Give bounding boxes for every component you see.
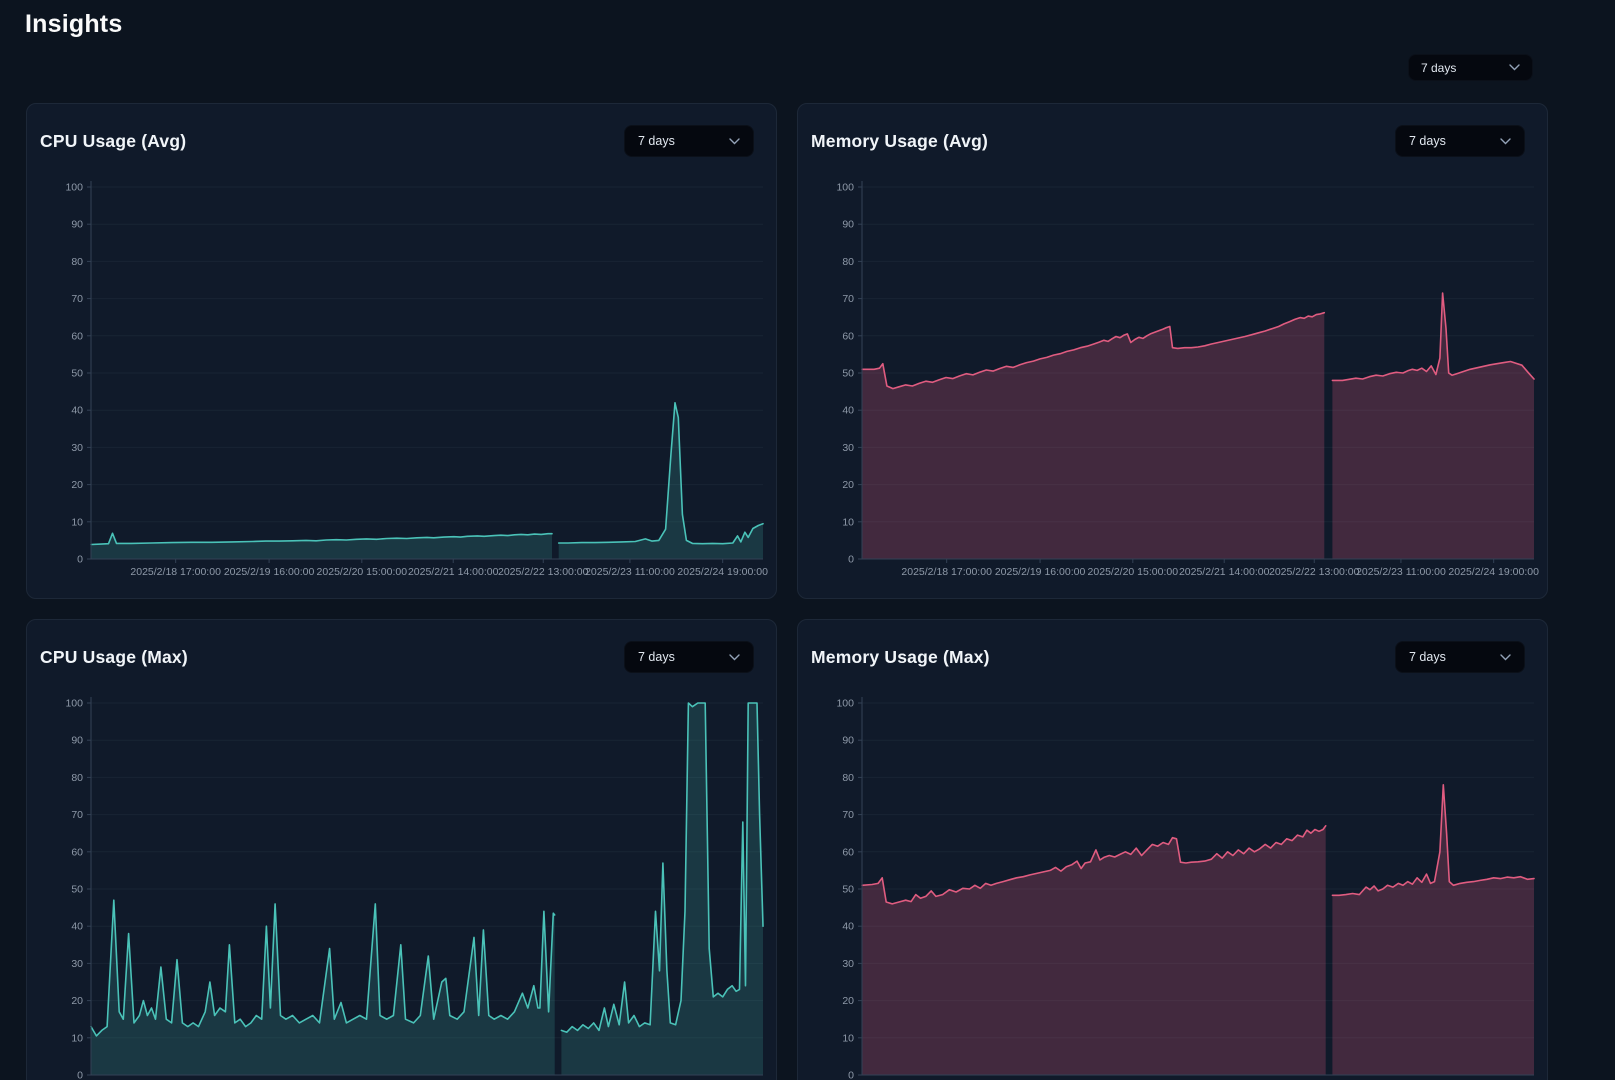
svg-text:70: 70	[842, 809, 854, 821]
svg-text:2025/2/19 16:00:00: 2025/2/19 16:00:00	[995, 566, 1086, 578]
memory-max-card: Memory Usage (Max) 7 days 0 10 20 30 40 50 60 7…	[797, 619, 1548, 1080]
memory-max-chart: 0 10 20 30 40 50 60 70 80 90 100	[836, 697, 1535, 1080]
cpu-avg-card: CPU Usage (Avg) 7 days 0 10 20 30 40 50 60 70 80…	[26, 103, 777, 599]
chart-area: 0 10 20 30 40 50 60 70 80 90 100	[798, 689, 1547, 1080]
svg-text:50: 50	[71, 884, 83, 896]
svg-text:20: 20	[71, 995, 83, 1007]
svg-text:80: 80	[842, 256, 854, 268]
svg-text:2025/2/21 14:00:00: 2025/2/21 14:00:00	[408, 566, 499, 578]
svg-text:60: 60	[71, 846, 83, 858]
svg-text:80: 80	[71, 256, 83, 268]
chart-range-value: 7 days	[1409, 134, 1446, 148]
svg-text:40: 40	[71, 405, 83, 417]
svg-text:20: 20	[71, 479, 83, 491]
chart-range-value: 7 days	[638, 650, 675, 664]
svg-text:2025/2/24 19:00:00: 2025/2/24 19:00:00	[677, 566, 768, 578]
svg-text:0: 0	[77, 554, 83, 566]
svg-text:20: 20	[842, 995, 854, 1007]
svg-text:100: 100	[65, 182, 83, 194]
svg-text:90: 90	[71, 735, 83, 747]
svg-text:30: 30	[842, 442, 854, 454]
toolbar: 7 days	[0, 54, 1615, 81]
cpu-max-card: CPU Usage (Max) 7 days 0 10 20 30 40 50 60 70 80…	[26, 619, 777, 1080]
svg-text:90: 90	[842, 219, 854, 231]
card-header: CPU Usage (Max) 7 days	[27, 620, 776, 673]
chart-range-select[interactable]: 7 days	[1395, 125, 1525, 157]
svg-text:70: 70	[71, 809, 83, 821]
svg-text:0: 0	[848, 1070, 854, 1080]
chart-range-value: 7 days	[1409, 650, 1446, 664]
svg-text:2025/2/20 15:00:00: 2025/2/20 15:00:00	[317, 566, 408, 578]
svg-text:10: 10	[842, 1032, 854, 1044]
svg-text:100: 100	[836, 698, 854, 710]
svg-text:50: 50	[842, 884, 854, 896]
cpu-avg-chart: 0 10 20 30 40 50 60 70 80 90 100 2025/2/18 17:00:00…	[65, 181, 768, 578]
svg-text:30: 30	[71, 958, 83, 970]
svg-text:40: 40	[842, 405, 854, 417]
chart-title: CPU Usage (Avg)	[40, 130, 187, 151]
svg-text:70: 70	[842, 293, 854, 305]
svg-text:90: 90	[842, 735, 854, 747]
svg-text:2025/2/22 13:00:00: 2025/2/22 13:00:00	[498, 566, 589, 578]
svg-text:40: 40	[842, 921, 854, 933]
chart-title: CPU Usage (Max)	[40, 646, 188, 667]
cpu-max-chart: 0 10 20 30 40 50 60 70 80 90 100	[65, 697, 764, 1080]
svg-text:2025/2/18 17:00:00: 2025/2/18 17:00:00	[130, 566, 221, 578]
svg-text:30: 30	[842, 958, 854, 970]
chart-range-select[interactable]: 7 days	[1395, 641, 1525, 673]
svg-text:20: 20	[842, 479, 854, 491]
svg-text:70: 70	[71, 293, 83, 305]
card-header: CPU Usage (Avg) 7 days	[27, 104, 776, 157]
chart-area: 0 10 20 30 40 50 60 70 80 90 100 2025/2/18 17:00:00…	[798, 173, 1547, 585]
svg-text:40: 40	[71, 921, 83, 933]
svg-text:50: 50	[842, 368, 854, 380]
svg-text:2025/2/20 15:00:00: 2025/2/20 15:00:00	[1088, 566, 1179, 578]
svg-text:60: 60	[842, 846, 854, 858]
svg-text:60: 60	[71, 330, 83, 342]
svg-text:2025/2/21 14:00:00: 2025/2/21 14:00:00	[1179, 566, 1270, 578]
svg-text:50: 50	[71, 368, 83, 380]
memory-avg-chart: 0 10 20 30 40 50 60 70 80 90 100 2025/2/18 17:00:00…	[836, 181, 1539, 578]
svg-text:2025/2/24 19:00:00: 2025/2/24 19:00:00	[1448, 566, 1539, 578]
svg-text:100: 100	[65, 698, 83, 710]
chevron-down-icon	[1500, 653, 1511, 661]
svg-text:90: 90	[71, 219, 83, 231]
chevron-down-icon	[729, 137, 740, 145]
svg-text:80: 80	[71, 772, 83, 784]
svg-text:30: 30	[71, 442, 83, 454]
card-header: Memory Usage (Max) 7 days	[798, 620, 1547, 673]
svg-text:2025/2/23 11:00:00: 2025/2/23 11:00:00	[1356, 566, 1446, 578]
chart-title: Memory Usage (Max)	[811, 646, 990, 667]
chart-range-select[interactable]: 7 days	[624, 125, 754, 157]
svg-text:100: 100	[836, 182, 854, 194]
page-title: Insights	[25, 10, 123, 38]
chart-range-select[interactable]: 7 days	[624, 641, 754, 673]
chart-area: 0 10 20 30 40 50 60 70 80 90 100	[27, 689, 776, 1080]
svg-text:80: 80	[842, 772, 854, 784]
chart-range-value: 7 days	[638, 134, 675, 148]
time-range-value: 7 days	[1421, 60, 1457, 75]
time-range-select[interactable]: 7 days	[1408, 54, 1533, 81]
charts-grid: CPU Usage (Avg) 7 days 0 10 20 30 40 50 60 70 80…	[26, 103, 1548, 1080]
chart-title: Memory Usage (Avg)	[811, 130, 989, 151]
memory-avg-card: Memory Usage (Avg) 7 days 0 10 20 30 40 50 60 7…	[797, 103, 1548, 599]
chevron-down-icon	[729, 653, 740, 661]
svg-text:2025/2/19 16:00:00: 2025/2/19 16:00:00	[224, 566, 315, 578]
chart-area: 0 10 20 30 40 50 60 70 80 90 100 2025/2/18 17:00:00…	[27, 173, 776, 585]
chevron-down-icon	[1500, 137, 1511, 145]
svg-text:10: 10	[71, 516, 83, 528]
svg-text:2025/2/22 13:00:00: 2025/2/22 13:00:00	[1269, 566, 1360, 578]
svg-text:2025/2/18 17:00:00: 2025/2/18 17:00:00	[901, 566, 992, 578]
svg-text:10: 10	[71, 1032, 83, 1044]
svg-text:10: 10	[842, 516, 854, 528]
svg-text:0: 0	[77, 1070, 83, 1080]
chevron-down-icon	[1509, 64, 1520, 71]
card-header: Memory Usage (Avg) 7 days	[798, 104, 1547, 157]
svg-text:0: 0	[848, 554, 854, 566]
svg-text:2025/2/23 11:00:00: 2025/2/23 11:00:00	[585, 566, 675, 578]
svg-text:60: 60	[842, 330, 854, 342]
